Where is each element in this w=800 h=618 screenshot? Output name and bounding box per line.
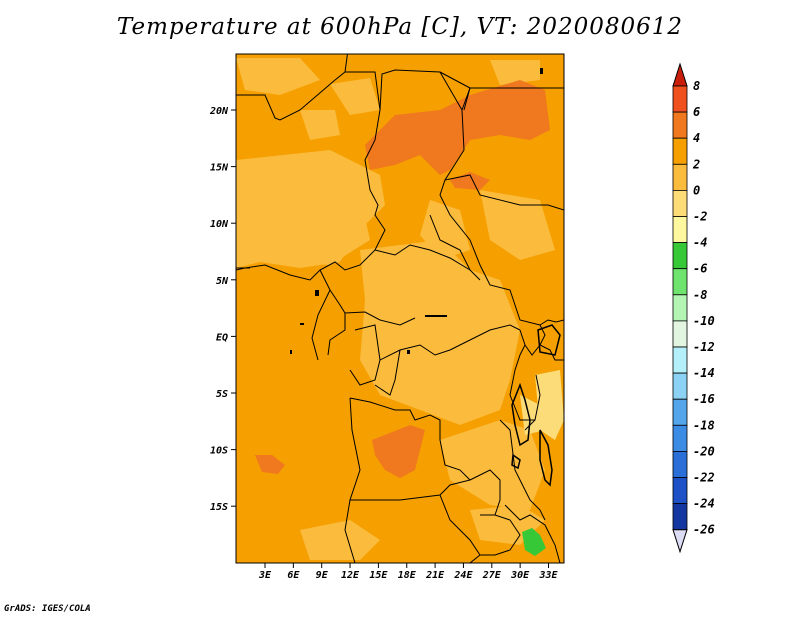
colorbar-label: -14 [693,366,715,380]
lat-label: 10N [210,219,229,230]
colorbar-segment [672,189,688,217]
colorbar-segment [672,137,688,165]
colorbar-label: 6 [693,105,700,119]
colorbar-label: -24 [693,497,715,511]
map-frame [235,53,565,564]
colorbar-label: -20 [693,444,715,458]
lat-label: 15S [210,502,228,513]
colorbar-label: -26 [693,523,715,537]
colorbar-label: -10 [693,314,715,328]
colorbar-segment [672,503,688,531]
colorbar-segment [672,85,688,113]
colorbar-segment [672,111,688,139]
lon-axis: 3E 6E 9E 12E 15E 18E 21E 24E 27E 30E 33E [258,563,559,581]
lon-label: 12E [341,570,360,581]
lon-label: 27E [482,570,502,581]
colorbar-segment [672,294,688,322]
lat-axis: 20N 15N 10N 5N EQ 5S 10S 15S [209,106,236,513]
lake-outlines [511,324,561,487]
colorbar-segment [672,216,688,244]
colorbar-label: 2 [692,157,700,171]
lon-label: 6E [287,570,300,581]
lon-label: 21E [425,570,445,581]
lon-label: 24E [453,570,473,581]
colorbar: 8 6 4 2 0 -2 -4 -6 -8 -10 -12 -14 -16 -18 -20 -22 -24 -26 [672,62,715,554]
colorbar-label: -4 [693,236,707,250]
coast-details [290,68,543,354]
colorbar-segment [672,450,688,478]
colorbar-top-arrow [672,62,688,87]
colorbar-segment [672,163,688,191]
colorbar-label: -16 [693,392,715,406]
country-borders [236,54,564,563]
lat-label: 5S [216,389,228,400]
map-title: Temperature at 600hPa [C], VT: 202008061… [116,14,684,40]
credit-text: GrADS: IGES/COLA [4,604,91,614]
field-minus6-to-minus4 [522,528,546,556]
colorbar-bottom-arrow [672,529,688,554]
colorbar-label: -12 [693,340,715,354]
lon-label: 30E [510,570,530,581]
lon-label: 9E [316,570,329,581]
colorbar-segment [672,424,688,452]
lon-label: 33E [538,570,558,581]
lat-label: 5N [216,276,229,287]
colorbar-segment [672,320,688,348]
colorbar-label: -2 [693,210,707,224]
lat-label: 15N [210,163,229,174]
lon-label: 3E [258,570,272,581]
colorbar-segment [672,372,688,400]
colorbar-label: -18 [693,418,715,432]
field-4-to-6 [255,80,550,478]
colorbar-label: 8 [693,79,700,93]
colorbar-label: 0 [693,183,700,197]
lat-label: 20N [209,106,229,117]
colorbar-segment [672,242,688,270]
lat-label: 10S [210,446,228,457]
colorbar-segment [672,346,688,374]
lon-label: 15E [369,570,388,581]
colorbar-label: -8 [693,288,707,302]
colorbar-segment [672,398,688,426]
colorbar-segment [672,268,688,296]
lat-label: EQ [216,332,228,343]
colorbar-label: -6 [693,262,707,276]
colorbar-label: 4 [693,131,700,145]
colorbar-segment [672,477,688,505]
colorbar-label: -22 [693,471,715,485]
lon-label: 18E [398,570,417,581]
temperature-map [236,54,564,563]
